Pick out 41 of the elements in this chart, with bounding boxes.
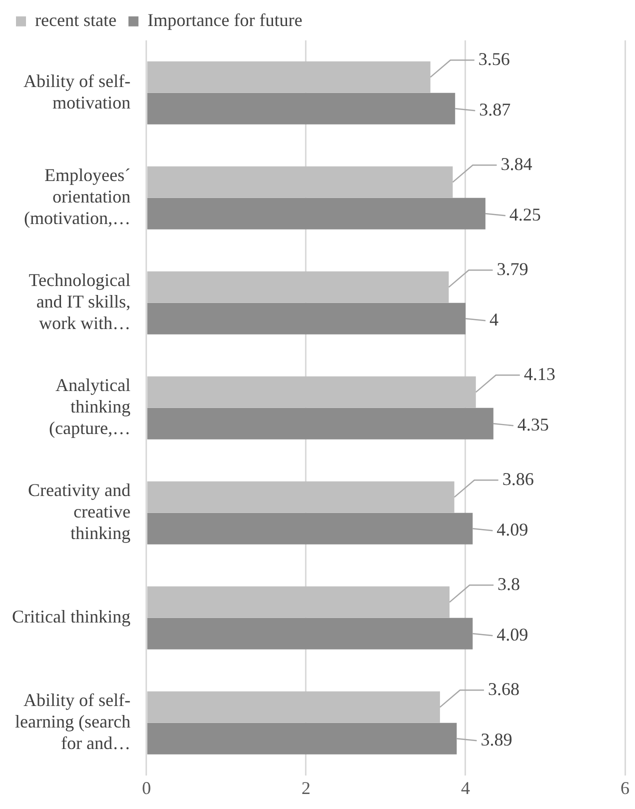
bar: [147, 302, 466, 334]
bar: [147, 512, 473, 544]
data-label: 3.56: [478, 48, 510, 69]
x-tick-label: 4: [460, 778, 470, 798]
bar: [147, 61, 430, 93]
y-tick-label: Creativity and creative thinking: [28, 480, 130, 544]
bar: [147, 691, 440, 723]
bar: [147, 586, 450, 618]
data-label: 4.13: [524, 364, 556, 384]
bar: [147, 722, 457, 754]
data-label: 3.86: [502, 468, 534, 489]
bar: [147, 618, 473, 650]
bar: [147, 271, 449, 303]
y-tick-label: Ability of self-learning (search for and…: [15, 690, 130, 754]
legend-label: recent state: [35, 10, 116, 30]
y-tick-label: Technological and IT skills, work with…: [28, 270, 130, 334]
bar: [147, 166, 453, 198]
data-label: 4.25: [509, 204, 541, 224]
bar: [147, 376, 476, 408]
data-label: 3.79: [496, 258, 528, 279]
y-tick-label: Employees´ orientation (motivation,…: [24, 165, 130, 228]
data-label: 4.09: [496, 624, 528, 644]
legend-label: Importance for future: [147, 10, 302, 30]
bar: [147, 481, 454, 513]
data-label: 3.8: [498, 574, 520, 594]
data-label: 4.09: [496, 519, 528, 540]
y-tick-label: Critical thinking: [12, 606, 130, 627]
bar: [147, 408, 494, 440]
data-label: 3.89: [480, 729, 512, 750]
data-label: 3.87: [479, 99, 511, 120]
x-tick-label: 6: [620, 778, 630, 798]
y-tick-label: Analytical thinking (capture,…: [49, 375, 130, 438]
y-tick-label: Ability of self-motivation: [24, 70, 130, 112]
bar: [147, 198, 486, 230]
x-tick-label: 2: [301, 778, 310, 798]
data-label: 3.68: [488, 678, 520, 699]
bar: [147, 92, 456, 124]
x-tick-label: 0: [142, 778, 151, 798]
data-label: 3.84: [500, 154, 532, 174]
data-label: 4.35: [517, 414, 549, 434]
data-label: 4: [489, 309, 498, 330]
